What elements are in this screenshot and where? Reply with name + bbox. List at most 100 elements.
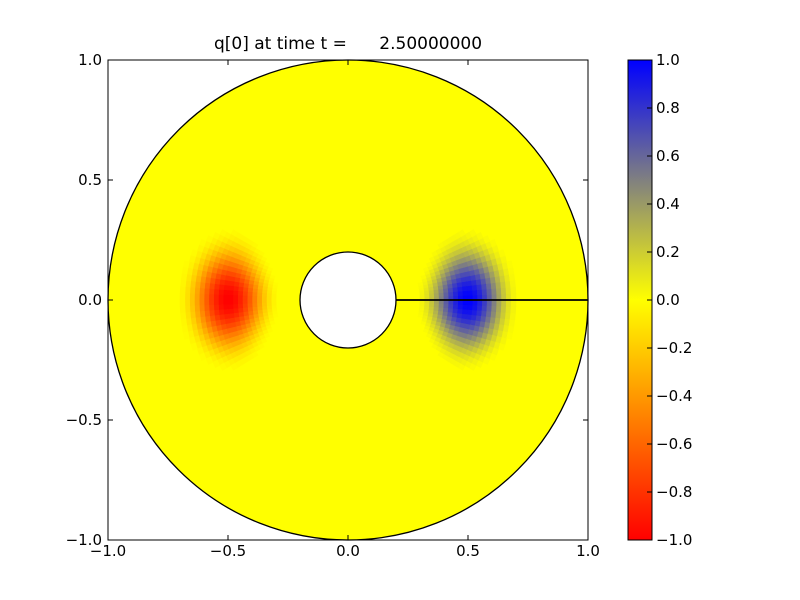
field-cell: [496, 305, 502, 313]
field-cell: [500, 287, 507, 295]
field-cell: [204, 282, 211, 290]
field-cell: [218, 284, 225, 291]
field-cell: [507, 325, 515, 334]
field-cell: [508, 318, 516, 327]
field-cell: [246, 299, 253, 305]
field-cell: [481, 288, 488, 296]
field-cell: [208, 299, 215, 306]
colorbar-tick-label: −0.6: [656, 435, 692, 453]
field-cell: [203, 288, 210, 295]
field-cell: [491, 305, 498, 312]
y-tick-label: −1.0: [66, 531, 102, 549]
field-cell: [205, 356, 214, 365]
field-cell: [232, 290, 239, 296]
field-cell: [438, 303, 445, 308]
inner-hole: [299, 251, 397, 349]
field-cell: [498, 249, 506, 258]
field-cell: [505, 305, 512, 314]
field-cell: [194, 293, 200, 301]
field-cell: [251, 288, 258, 294]
field-cell: [184, 293, 191, 301]
field-cell: [467, 304, 474, 311]
field-cell: [261, 296, 267, 301]
field-cell: [419, 302, 426, 307]
field-cell: [505, 293, 512, 301]
field-cell: [218, 289, 224, 296]
field-cell: [227, 294, 234, 301]
field-cell: [242, 303, 248, 309]
field-cell: [242, 295, 248, 301]
field-cell: [266, 296, 272, 301]
field-cell: [509, 279, 516, 288]
field-cell: [213, 299, 219, 306]
field-cell: [495, 311, 502, 319]
field-cell: [505, 299, 512, 307]
field-cell: [495, 281, 502, 289]
field-cell: [218, 299, 224, 306]
field-cell: [256, 292, 263, 297]
field-cell: [194, 311, 201, 319]
field-cell: [457, 290, 464, 296]
field-cell: [491, 288, 498, 295]
field-cell: [198, 299, 205, 307]
field-cell: [179, 293, 186, 301]
field-cell: [180, 312, 187, 321]
colorbar-tick-label: 0.6: [656, 147, 680, 165]
field-cell: [247, 287, 253, 293]
field-cell: [443, 307, 449, 313]
field-cell: [242, 291, 248, 297]
field-cell: [189, 305, 196, 313]
field-cell: [246, 295, 253, 301]
field-cell: [496, 287, 502, 295]
field-cell: [251, 299, 258, 305]
field-cell: [510, 306, 517, 314]
field-cell: [219, 362, 227, 371]
field-cell: [232, 299, 238, 305]
field-cell: [507, 266, 515, 275]
field-cell: [424, 302, 430, 307]
colorbar-tick-label: 1.0: [656, 51, 680, 69]
field-cell: [481, 283, 488, 290]
field-cell: [485, 310, 492, 318]
field-cell: [232, 295, 238, 301]
field-cell: [237, 291, 244, 297]
field-cell: [198, 305, 205, 312]
field-cell: [227, 290, 234, 296]
field-cell: [452, 291, 459, 297]
field-cell: [184, 305, 191, 314]
field-cell: [496, 293, 502, 301]
field-cell: [208, 288, 215, 296]
field-cell: [242, 287, 249, 293]
field-cell: [462, 304, 469, 310]
field-cell: [222, 304, 229, 311]
field-cell: [266, 293, 272, 298]
colorbar-tick-label: 0.0: [656, 291, 680, 309]
field-cell: [476, 309, 483, 317]
field-cell: [213, 289, 220, 296]
field-cell: [270, 293, 277, 298]
field-cell: [490, 282, 497, 290]
field-cell: [448, 291, 454, 297]
field-cell: [506, 331, 514, 340]
field-cell: [246, 291, 253, 297]
field-cell: [476, 283, 483, 291]
field-cell: [194, 305, 200, 313]
field-cell: [251, 295, 258, 301]
field-cell: [496, 299, 502, 307]
field-cell: [198, 352, 207, 362]
field-cell: [266, 299, 272, 304]
field-cell: [199, 282, 206, 290]
field-cell: [467, 289, 474, 296]
field-cell: [180, 273, 188, 282]
field-cell: [466, 309, 473, 316]
colorbar-tick-label: 0.4: [656, 195, 680, 213]
colorbar-tick-label: 0.8: [656, 99, 680, 117]
field-cell: [452, 303, 459, 309]
field-cell: [179, 306, 186, 314]
field-cell: [256, 299, 262, 304]
field-cell: [505, 286, 512, 295]
field-cell: [506, 260, 514, 269]
field-cell: [190, 342, 198, 351]
field-cell: [184, 299, 191, 307]
